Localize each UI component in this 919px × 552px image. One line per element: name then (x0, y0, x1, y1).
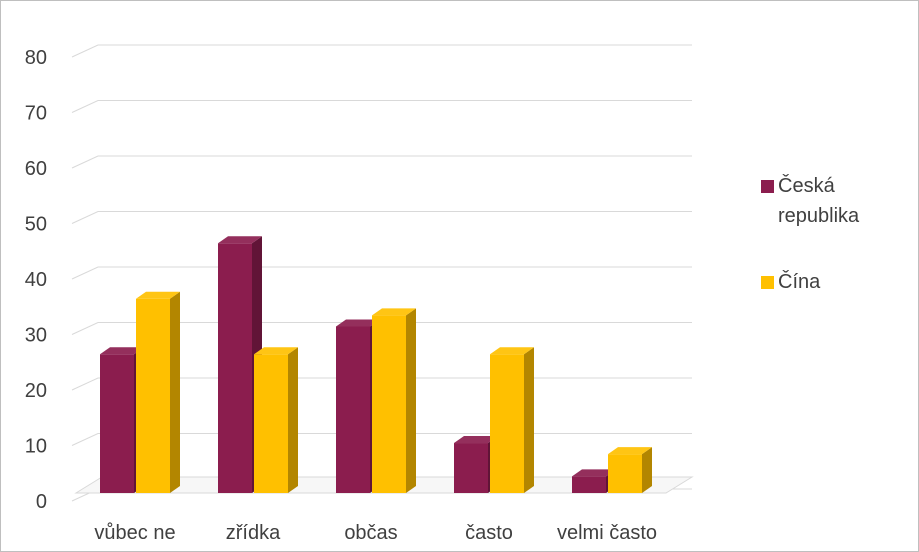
y-tick-label: 30 (25, 325, 47, 347)
bar-side (642, 447, 652, 493)
x-tick-label: velmi často (557, 522, 657, 544)
y-tick-label: 60 (25, 158, 47, 180)
x-tick-label: zřídka (226, 522, 281, 544)
bar-front (608, 454, 642, 493)
legend-label: Česká republika (778, 175, 860, 227)
x-axis-ticks: vůbec ne zřídka občas často velmi často (94, 522, 657, 544)
gridline (71, 155, 692, 169)
bar-top (336, 319, 380, 327)
bar (372, 308, 416, 493)
bar-front (572, 476, 606, 493)
gridline (71, 322, 692, 335)
y-tick-label: 50 (25, 214, 47, 236)
bar-top (218, 236, 262, 244)
x-tick-label: vůbec ne (94, 522, 175, 544)
bar-top (372, 308, 416, 316)
bar-side (288, 347, 298, 493)
bar-top (254, 347, 298, 355)
bar-side (406, 308, 416, 493)
gridline (71, 211, 692, 224)
bar-front (336, 326, 370, 493)
y-tick-label: 10 (25, 436, 47, 458)
bar-front (454, 443, 488, 493)
bar (608, 447, 652, 493)
legend-swatch-ceska-republika (761, 180, 774, 193)
gridline (71, 100, 692, 113)
bar-top (454, 436, 498, 444)
legend-label: Čína (778, 271, 821, 293)
bar-front (372, 315, 406, 493)
legend-item: Česká republika (761, 171, 911, 231)
y-tick-label: 0 (36, 491, 47, 513)
bar-top (136, 291, 180, 299)
bar-side (170, 291, 180, 493)
gridline (71, 266, 692, 280)
bar-front (254, 354, 288, 493)
bar-top (100, 347, 144, 355)
legend-item: Čína (761, 267, 911, 297)
legend-swatch-cina (761, 276, 774, 289)
bar (254, 347, 298, 493)
y-tick-label: 40 (25, 269, 47, 291)
gridline (71, 44, 692, 58)
bar-front (218, 243, 252, 493)
bar-top (608, 447, 652, 455)
bar (490, 347, 534, 493)
x-tick-label: často (465, 522, 513, 544)
bar-side (524, 347, 534, 493)
legend: Česká republika Čína (761, 171, 911, 333)
bar-top (490, 347, 534, 355)
gridlines (71, 44, 692, 502)
y-tick-label: 70 (25, 103, 47, 125)
y-axis-ticks: 0 10 20 30 40 50 60 70 80 (25, 47, 47, 513)
y-tick-label: 20 (25, 380, 47, 402)
bar (136, 291, 180, 493)
y-tick-label: 80 (25, 47, 47, 69)
bars (100, 236, 652, 493)
bar-front (100, 354, 134, 493)
bar-front (490, 354, 524, 493)
bar-top (572, 469, 616, 477)
bar-front (136, 298, 170, 493)
x-tick-label: občas (344, 522, 397, 544)
